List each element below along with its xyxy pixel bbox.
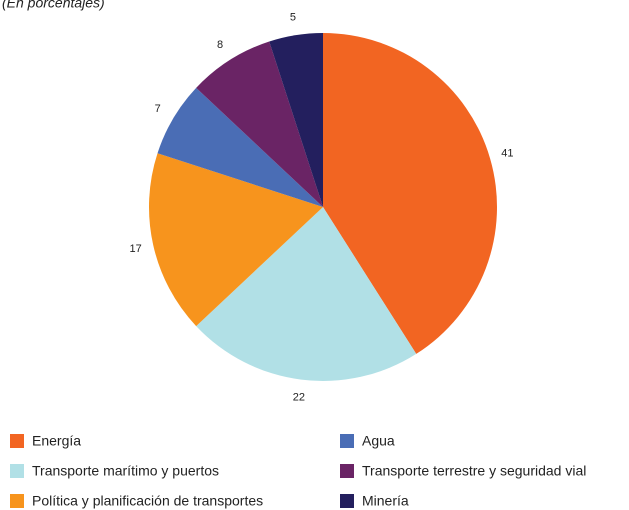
- legend-swatch: [10, 464, 24, 478]
- legend-label: Política y planificación de transportes: [32, 493, 263, 509]
- data-label: 8: [217, 39, 223, 51]
- pie-slice: [196, 207, 417, 381]
- data-label: 17: [129, 243, 141, 255]
- legend-label: Minería: [362, 493, 409, 509]
- pie-slice: [196, 41, 323, 207]
- data-label: 22: [293, 391, 305, 403]
- legend-label: Transporte marítimo y puertos: [32, 463, 219, 479]
- legend-swatch: [340, 434, 354, 448]
- legend-swatch: [10, 494, 24, 508]
- pie-slice: [323, 33, 497, 354]
- data-label: 5: [290, 11, 296, 23]
- data-label: 7: [155, 103, 161, 115]
- legend-swatch: [340, 494, 354, 508]
- legend-label: Energía: [32, 433, 81, 449]
- legend-label: Transporte terrestre y seguridad vial: [362, 463, 586, 479]
- legend-swatch: [340, 464, 354, 478]
- legend-swatch: [10, 434, 24, 448]
- chart-subtitle: (En porcentajes): [2, 0, 105, 11]
- pie-slice: [269, 33, 323, 207]
- legend-label: Agua: [362, 433, 395, 449]
- pie-slice: [157, 87, 323, 207]
- data-label: 41: [501, 147, 513, 159]
- pie-slice: [149, 153, 323, 327]
